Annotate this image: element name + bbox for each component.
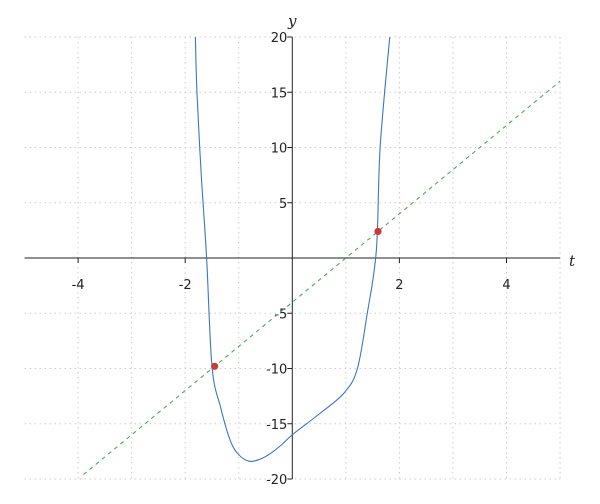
axes: [24, 37, 561, 479]
dashed-line-series: [83, 80, 561, 476]
y-tick-label: -20: [266, 473, 287, 488]
curve-series: [194, 36, 391, 463]
y-tick-label: -15: [266, 418, 287, 433]
x-tick-label: 2: [395, 278, 403, 293]
y-tick-label: 20: [271, 31, 288, 46]
x-axis-label: t: [569, 252, 576, 270]
ticks: -4 -2 2 4 -20 -15 -10 -5 5 10 15 20: [72, 31, 511, 488]
x-tick-label: 4: [502, 278, 510, 293]
y-tick-label: -5: [274, 307, 287, 322]
intersection-point: [374, 227, 382, 236]
y-tick-label: -10: [266, 363, 287, 378]
intersection-point: [211, 362, 219, 370]
series: [83, 36, 561, 476]
y-tick-label: 5: [279, 197, 287, 212]
x-tick-label: -2: [179, 278, 192, 293]
y-axis-label: y: [287, 12, 297, 30]
x-tick-label: -4: [72, 278, 85, 293]
markers: [211, 227, 382, 370]
y-tick-label: 15: [271, 86, 288, 101]
y-tick-label: 10: [271, 142, 288, 157]
